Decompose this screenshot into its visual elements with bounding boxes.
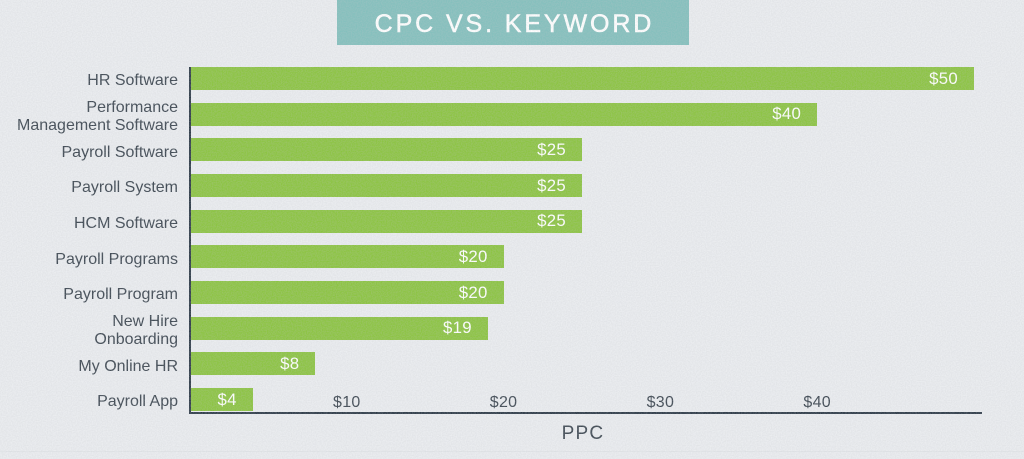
y-axis-line: [189, 67, 191, 414]
bar-hcm-software: $25: [191, 209, 582, 233]
category-label-new-hire-onboarding: New Hire Onboarding: [0, 313, 178, 350]
x-axis-title: PPC: [561, 423, 605, 444]
bar-value-label: $25: [537, 211, 566, 231]
category-label-line: Payroll Program: [63, 286, 178, 304]
category-label-line: HCM Software: [73, 214, 178, 232]
category-label-hcm-software: HCM Software: [0, 215, 178, 234]
x-tick-label-10: $10: [332, 394, 361, 411]
x-axis-line: [189, 411, 982, 414]
category-label-line: Onboarding: [94, 331, 178, 349]
bar-value-label: $25: [537, 175, 566, 195]
bar-performance-management-software: $40: [191, 102, 818, 126]
category-label-line: New Hire: [112, 312, 178, 330]
bar-payroll-app: $4: [191, 388, 253, 412]
bar-my-online-hr: $8: [191, 352, 316, 376]
category-label-line: Payroll App: [97, 393, 178, 411]
bar-payroll-program: $20: [191, 281, 504, 305]
bar-payroll-software: $25: [191, 138, 582, 162]
x-tick-label-40: $40: [803, 394, 831, 411]
bar-hr-software: $50: [191, 67, 974, 90]
category-label-line: Payroll Software: [61, 143, 179, 161]
category-label-line: Payroll System: [71, 179, 178, 197]
category-label-my-online-hr: My Online HR: [0, 358, 178, 377]
category-label-hr-software: HR Software: [0, 72, 178, 91]
category-label-payroll-system: Payroll System: [0, 179, 178, 198]
category-label-payroll-programs: Payroll Programs: [0, 251, 178, 270]
x-tick-label-30: $30: [646, 394, 675, 411]
bar-value-label: $40: [772, 104, 802, 124]
category-label-line: Payroll Programs: [55, 250, 178, 268]
category-label-payroll-software: Payroll Software: [0, 143, 179, 163]
bar-new-hire-onboarding: $19: [191, 316, 488, 340]
bar-value-label: $8: [280, 353, 300, 373]
bar-value-label: $4: [217, 389, 237, 409]
category-label-line: Performance: [86, 98, 178, 116]
category-label-line: My Online HR: [78, 357, 178, 375]
category-label-line: HR Software: [87, 72, 178, 90]
paper-crease-line: [0, 451, 1024, 452]
bar-value-label: $20: [458, 282, 488, 302]
category-label-performance-management-software: Performance Management Software: [0, 99, 178, 136]
bar-value-label: $20: [458, 246, 488, 266]
bar-payroll-programs: $20: [191, 245, 504, 269]
bar-value-label: $50: [929, 68, 958, 88]
category-label-payroll-program: Payroll Program: [0, 286, 178, 305]
bar-value-label: $19: [443, 318, 472, 338]
chart-title: CPC VS. KEYWORD: [374, 9, 655, 38]
bar-payroll-system: $25: [191, 174, 582, 197]
bar-value-label: $25: [537, 139, 566, 159]
category-label-line: Management Software: [17, 117, 178, 135]
chart-title-box: CPC VS. KEYWORD: [337, 0, 689, 45]
x-tick-label-20: $20: [489, 394, 518, 411]
category-label-payroll-app: Payroll App: [0, 393, 178, 412]
